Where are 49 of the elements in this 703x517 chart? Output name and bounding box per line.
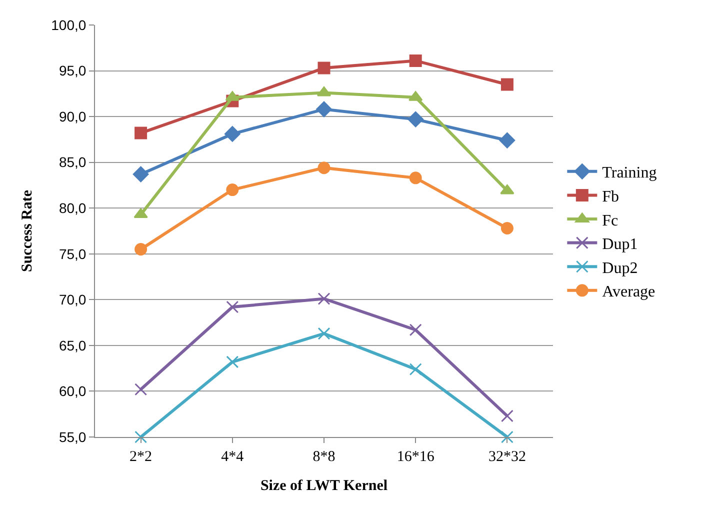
y-tick-label: 90,0: [58, 108, 86, 124]
y-tick-label: 85,0: [58, 154, 86, 170]
point: [226, 356, 239, 368]
point: [408, 111, 424, 128]
legend-label: Fb: [602, 188, 620, 206]
point: [226, 184, 239, 196]
point: [500, 222, 514, 234]
point: [500, 78, 514, 91]
y-tick-label: 55,0: [58, 428, 86, 445]
y-tick-label: 80,0: [58, 200, 86, 216]
y-tick-label: 100,0: [51, 16, 86, 33]
point: [500, 184, 514, 194]
point: [224, 126, 240, 142]
x-tick-label: 32*32: [488, 449, 526, 465]
point: [134, 126, 148, 140]
point: [409, 324, 422, 336]
point: [318, 292, 330, 305]
point: [409, 54, 422, 67]
point: [499, 132, 516, 148]
point: [134, 243, 148, 256]
x-tick-label: 4*4: [221, 449, 244, 465]
point: [226, 300, 239, 314]
point: [318, 162, 330, 174]
legend-label: Training: [602, 164, 657, 182]
x-axis-title: Size of LWT Kernel: [260, 478, 388, 494]
y-tick-label: 95,0: [58, 62, 86, 79]
point: [134, 383, 148, 396]
legend-label: Fc: [602, 212, 618, 230]
legend-label: Average: [602, 284, 656, 301]
point: [318, 327, 330, 340]
point: [500, 430, 514, 444]
point: [409, 172, 422, 184]
point: [132, 166, 149, 182]
point: [134, 430, 148, 444]
legend-label: Dup1: [602, 236, 638, 254]
y-tick-label: 60,0: [58, 383, 86, 400]
y-tick-label: 75,0: [58, 246, 86, 262]
point: [134, 208, 148, 218]
legend-label: Dup2: [602, 260, 638, 277]
x-tick-label: 8*8: [312, 449, 336, 465]
y-axis-title: Success Rate: [19, 190, 36, 272]
y-tick-label: 65,0: [58, 337, 86, 354]
point: [316, 101, 332, 118]
x-tick-label: 2*2: [130, 449, 152, 465]
point: [409, 363, 422, 376]
x-tick-label: 16*16: [396, 449, 435, 465]
point: [318, 62, 330, 74]
point: [500, 410, 514, 422]
y-tick-label: 70,0: [58, 292, 86, 308]
